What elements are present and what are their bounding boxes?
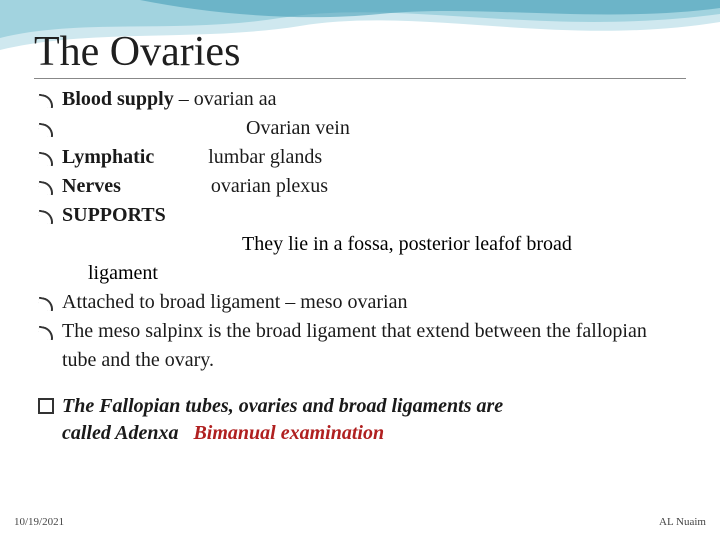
bullet-meso-salpinx: The meso salpinx is the broad ligament t… — [34, 317, 686, 375]
bullet-ovarian-vein: Ovarian vein — [34, 114, 686, 143]
page-title: The Ovaries — [34, 28, 686, 79]
footer-author: AL Nuaim — [659, 516, 706, 528]
sq-line2a: called Adenxa — [62, 422, 178, 444]
square-item: The Fallopian tubes, ovaries and broad l… — [34, 393, 686, 447]
square-bullet-list: The Fallopian tubes, ovaries and broad l… — [34, 393, 686, 447]
label: Blood supply — [62, 88, 174, 110]
value: ovarian plexus — [121, 175, 328, 197]
supports-line2: ligament — [34, 259, 686, 288]
secondary-bullet-list: Attached to broad ligament – meso ovaria… — [34, 288, 686, 375]
bullet-lymphatic: Lymphaticlumbar glands — [34, 143, 686, 172]
sep: – — [174, 88, 194, 110]
bullet-blood-supply: Blood supply – ovarian aa — [34, 85, 686, 114]
value: ovarian aa — [194, 88, 277, 110]
bullet-supports: SUPPORTS — [34, 201, 686, 230]
supports-detail: They lie in a fossa, posterior leafof br… — [34, 230, 686, 288]
slide-content: The Ovaries Blood supply – ovarian aa Ov… — [0, 0, 720, 447]
label: Nerves — [62, 175, 121, 197]
bullet-nerves: Nervesovarian plexus — [34, 172, 686, 201]
sq-line1: The Fallopian tubes, ovaries and broad l… — [62, 395, 503, 417]
label: Lymphatic — [62, 146, 154, 168]
main-bullet-list: Blood supply – ovarian aa Ovarian vein L… — [34, 85, 686, 230]
value: Ovarian vein — [62, 117, 350, 139]
sq-line2b-red: Bimanual examination — [193, 422, 384, 444]
footer-date: 10/19/2021 — [14, 516, 64, 528]
bullet-attached: Attached to broad ligament – meso ovaria… — [34, 288, 686, 317]
label: SUPPORTS — [62, 204, 166, 226]
value: lumbar glands — [154, 146, 322, 168]
supports-line1: They lie in a fossa, posterior leafof br… — [34, 230, 686, 259]
